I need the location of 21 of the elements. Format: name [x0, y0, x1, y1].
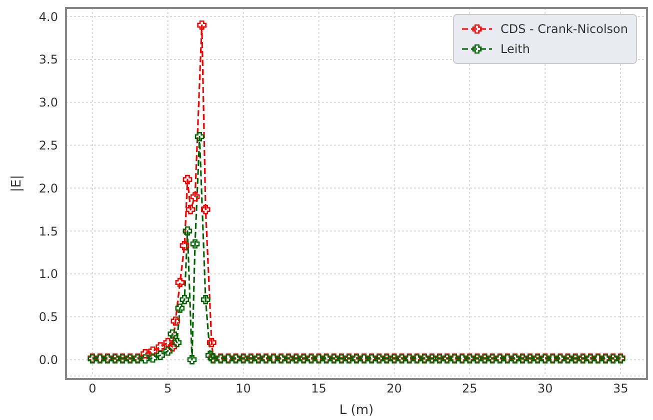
y-tick-label: 1.0 [38, 267, 58, 282]
y-tick-label: 0.0 [38, 352, 58, 367]
legend-label: CDS - Crank-Nicolson [500, 22, 628, 36]
y-tick-label: 1.5 [38, 224, 58, 238]
x-tick-label: 30 [537, 382, 553, 396]
x-tick-label: 10 [236, 382, 251, 396]
y-tick-label: 2.5 [38, 138, 58, 153]
y-tick-label: 3.5 [38, 52, 58, 67]
y-tick-label: 4.0 [38, 10, 58, 24]
x-tick-label: 0 [88, 382, 96, 396]
x-tick-label: 25 [462, 382, 478, 396]
y-tick-label: 2.0 [38, 181, 58, 196]
x-tick-label: 15 [311, 382, 326, 396]
x-tick-label: 20 [386, 382, 402, 396]
y-tick-label: 3.0 [38, 96, 58, 110]
x-tick-label: 35 [612, 382, 628, 396]
y-axis-title: |E| [10, 175, 25, 192]
x-tick-label: 5 [164, 382, 172, 396]
x-axis-title: L (m) [339, 403, 374, 418]
legend-label: Leith [500, 42, 530, 56]
y-tick-label: 0.5 [38, 310, 58, 324]
